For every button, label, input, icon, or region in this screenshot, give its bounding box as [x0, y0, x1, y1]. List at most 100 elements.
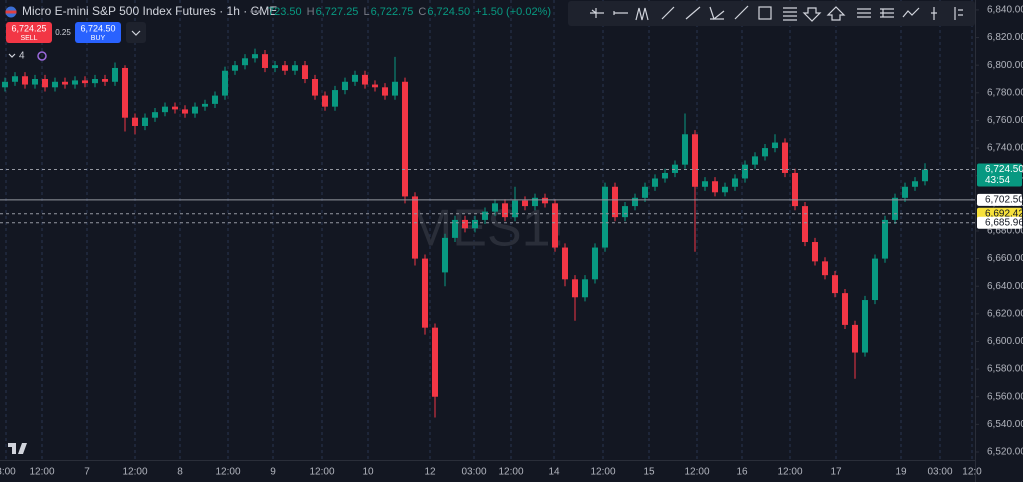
tool-icon[interactable]: [661, 6, 675, 20]
spread: 0.25: [55, 28, 71, 37]
symbol-title[interactable]: Micro E-mini S&P 500 Index Futures · 1h …: [22, 4, 277, 18]
x-tick-label: 7: [84, 467, 90, 478]
x-tick-label: 12:00: [684, 467, 709, 478]
candle-body: [152, 112, 158, 118]
candle-body: [282, 65, 288, 71]
candle-body: [772, 142, 778, 149]
indicator-icon[interactable]: [37, 51, 47, 61]
candle-body: [722, 186, 728, 193]
y-tick-label: 6,820.00: [987, 32, 1023, 43]
candle-body: [832, 275, 838, 294]
watermark: MES1!: [409, 200, 565, 258]
x-tick-label: 9: [270, 467, 276, 478]
x-tick-label: 03:00: [461, 467, 486, 478]
candle-body: [232, 65, 238, 71]
countdown: 43:54: [985, 175, 1010, 186]
tool-icon[interactable]: [590, 8, 604, 18]
order-menu[interactable]: [126, 22, 146, 43]
candle-body: [552, 203, 558, 248]
candle-body: [852, 324, 858, 353]
candle-body: [742, 164, 748, 179]
candle-body: [592, 247, 598, 280]
candle-body: [912, 181, 918, 187]
sell-price: 6,724.25: [11, 23, 46, 33]
candle-body: [242, 58, 248, 66]
tool-icon[interactable]: [734, 5, 749, 20]
candle-body: [352, 74, 358, 82]
price-lines: [0, 168, 975, 224]
y-tick-label: 6,560.00: [987, 391, 1023, 402]
tool-icon[interactable]: [826, 6, 846, 21]
candle-body: [662, 172, 668, 179]
ohlc-label: H: [307, 6, 315, 18]
y-tick-label: 6,680.00: [987, 226, 1023, 237]
candle-body: [142, 117, 148, 126]
tool-icon[interactable]: [709, 6, 725, 21]
x-tick-label: 12:00: [777, 467, 802, 478]
candle-body: [362, 74, 368, 85]
x-tick-label: 12:00: [29, 467, 54, 478]
sell-button[interactable]: [6, 22, 52, 43]
ohlc-value: 6,722.75: [371, 6, 414, 18]
tool-icon[interactable]: [613, 11, 628, 15]
tool-icon[interactable]: [758, 6, 772, 20]
candle-body: [452, 219, 458, 238]
tool-icon[interactable]: [880, 8, 894, 18]
candle-body: [752, 156, 758, 165]
candle-body: [672, 164, 678, 173]
candle-body: [112, 67, 118, 82]
x-tick-label: 12:00: [498, 467, 523, 478]
x-tick-label: 12:00: [215, 467, 240, 478]
candle-body: [382, 87, 388, 96]
tv-logo[interactable]: [8, 443, 27, 454]
tool-icon[interactable]: [902, 7, 920, 18]
candle-body: [622, 206, 628, 218]
candle-body: [692, 134, 698, 187]
candle-body: [492, 203, 498, 212]
candle-body: [892, 197, 898, 220]
price-label-box: [977, 193, 1022, 206]
candle-body: [2, 81, 8, 88]
candle-body: [102, 79, 108, 82]
tool-icon[interactable]: [802, 7, 822, 22]
candle-body: [402, 81, 408, 197]
candle-body: [12, 76, 18, 82]
candle-body: [122, 67, 128, 118]
buy-label: BUY: [91, 35, 106, 42]
chevron: [131, 30, 141, 36]
tool-icon[interactable]: [635, 7, 649, 21]
ohlc-label: L: [363, 6, 369, 18]
candle-body: [802, 206, 808, 243]
candle-body: [732, 178, 738, 187]
more-menu[interactable]: •••: [250, 6, 262, 18]
candle-body: [652, 178, 658, 187]
candle-body: [812, 242, 818, 262]
tool-icon[interactable]: [931, 7, 937, 20]
candles: [2, 48, 928, 418]
x-tick-label: 14: [548, 467, 560, 478]
candle-body: [192, 106, 198, 114]
indicators-toggle[interactable]: [8, 53, 16, 58]
x-tick-label: 10: [362, 467, 374, 478]
candle-body: [472, 219, 478, 229]
y-tick-label: 6,600.00: [987, 336, 1023, 347]
tool-icon[interactable]: [783, 7, 797, 21]
candle-body: [602, 186, 608, 248]
buy-button[interactable]: [75, 22, 121, 43]
tool-icon[interactable]: [685, 6, 701, 20]
x-tick-label: 16: [736, 467, 748, 478]
tool-icon[interactable]: [954, 7, 963, 20]
candle-body: [392, 81, 398, 96]
candle-body: [172, 106, 178, 110]
y-tick-label: 6,580.00: [987, 364, 1023, 375]
candle-body: [412, 196, 418, 259]
candle-body: [522, 200, 528, 207]
x-tick-label: 15: [643, 467, 655, 478]
tool-icon[interactable]: [857, 8, 871, 18]
candle-body: [222, 70, 228, 96]
grid: [5, 0, 973, 460]
candle-body: [312, 79, 318, 96]
candle-body: [322, 95, 328, 107]
candle-body: [562, 247, 568, 280]
candle-body: [502, 203, 508, 218]
